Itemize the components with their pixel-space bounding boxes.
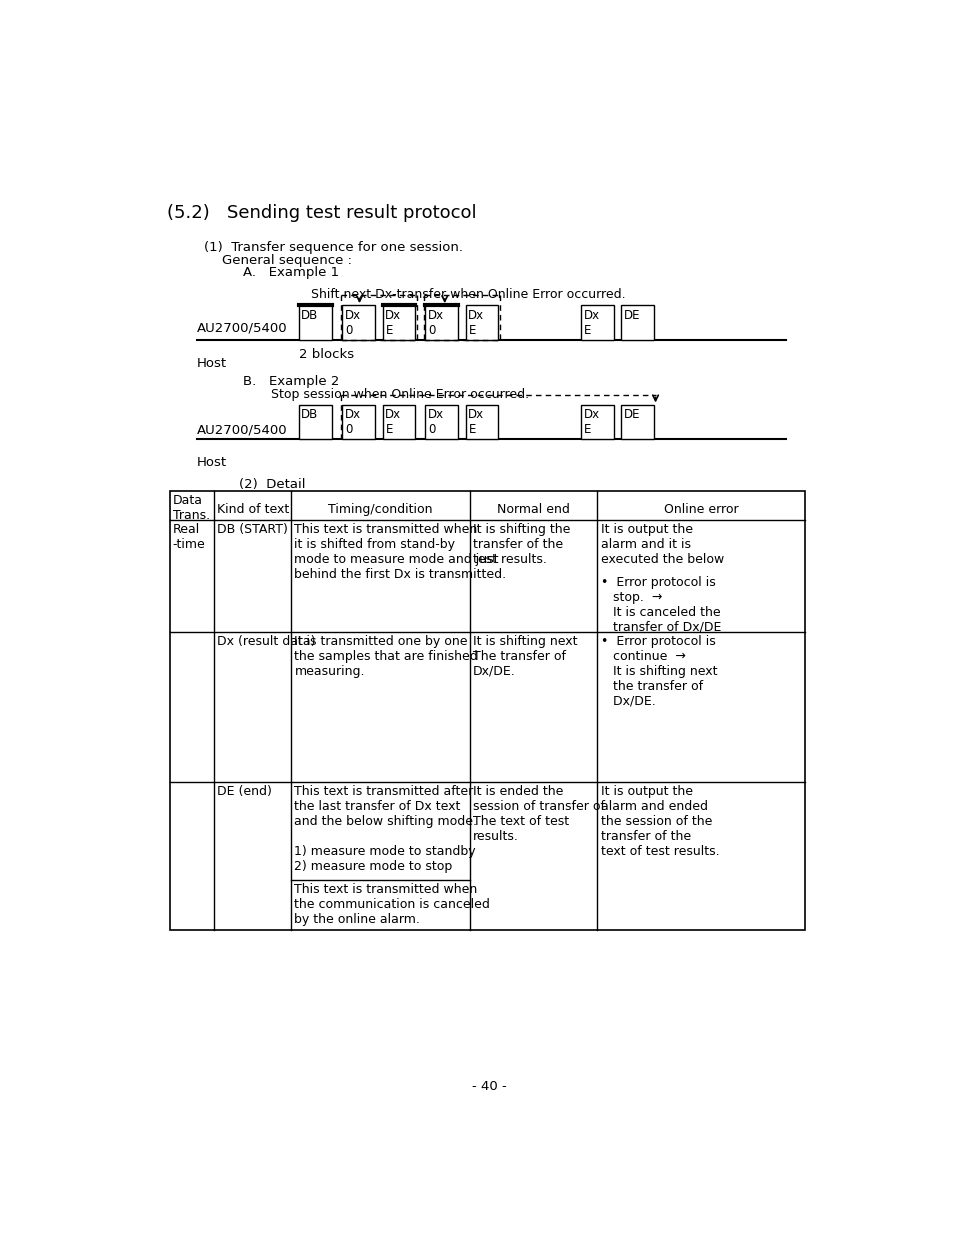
Bar	[298, 405, 332, 440]
Text: Dx: Dx	[385, 409, 401, 421]
Text: DB: DB	[301, 309, 318, 322]
Text: Host: Host	[196, 456, 227, 469]
Bar	[342, 405, 375, 440]
Text: E: E	[468, 324, 476, 337]
Text: E: E	[583, 324, 591, 337]
Text: Dx: Dx	[427, 309, 443, 322]
Text: This text is transmitted when
the communication is canceled
by the online alarm.: This text is transmitted when the commun…	[294, 883, 490, 926]
Text: E: E	[468, 424, 476, 436]
Text: E: E	[583, 424, 591, 436]
Text: (5.2)   Sending test result protocol: (5.2) Sending test result protocol	[167, 204, 476, 221]
Text: Shift next Dx-transfer when Online Error occurred.: Shift next Dx-transfer when Online Error…	[311, 288, 625, 301]
Text: This text is transmitted when
it is shifted from stand-by
mode to measure mode a: This text is transmitted when it is shif…	[294, 524, 506, 582]
Text: Dx: Dx	[583, 409, 599, 421]
Text: 0: 0	[428, 324, 436, 337]
Text: It is ended the
session of transfer of
The text of test
results.: It is ended the session of transfer of T…	[472, 785, 604, 844]
Text: DB: DB	[301, 409, 318, 421]
Text: Online error: Online error	[663, 503, 738, 516]
Text: - 40 -: - 40 -	[471, 1079, 506, 1093]
Text: DB (START): DB (START)	[216, 524, 288, 536]
Text: Timing/condition: Timing/condition	[328, 503, 433, 516]
Text: Normal end: Normal end	[497, 503, 569, 516]
Text: B.   Example 2: B. Example 2	[243, 375, 339, 388]
Text: Dx: Dx	[344, 409, 360, 421]
Text: This text is transmitted after
the last transfer of Dx text
and the below shifti: This text is transmitted after the last …	[294, 785, 476, 873]
Text: •  Error protocol is
   stop.  →
   It is canceled the
   transfer of Dx/DE: • Error protocol is stop. → It is cancel…	[599, 576, 720, 634]
Text: It is shifting the
transfer of the
test results.: It is shifting the transfer of the test …	[472, 524, 570, 566]
Text: General sequence :: General sequence :	[221, 253, 352, 267]
Text: A.   Example 1: A. Example 1	[243, 266, 339, 279]
Text: It is output the
alarm and it is
executed the below: It is output the alarm and it is execute…	[599, 524, 723, 566]
Text: E: E	[385, 424, 393, 436]
Text: It is output the
alarm and ended
the session of the
transfer of the
text of test: It is output the alarm and ended the ses…	[599, 785, 719, 858]
Text: 2 blocks: 2 blocks	[298, 347, 354, 361]
Text: Data
Trans.: Data Trans.	[172, 494, 210, 522]
Text: E: E	[385, 324, 393, 337]
Text: 0: 0	[345, 324, 353, 337]
Bar	[298, 305, 332, 340]
Bar	[425, 405, 457, 440]
Text: AU2700/5400: AU2700/5400	[196, 321, 287, 335]
Bar	[620, 305, 654, 340]
Bar	[382, 405, 415, 440]
Text: Dx: Dx	[583, 309, 599, 322]
Text: Real
-time: Real -time	[172, 524, 205, 551]
Text: AU2700/5400: AU2700/5400	[196, 424, 287, 436]
Bar	[465, 405, 497, 440]
Bar	[465, 305, 497, 340]
Text: It is shifting next
The transfer of
Dx/DE.: It is shifting next The transfer of Dx/D…	[472, 635, 577, 678]
Text: (1)  Transfer sequence for one session.: (1) Transfer sequence for one session.	[204, 241, 463, 253]
Text: It is transmitted one by one
the samples that are finished
measuring.: It is transmitted one by one the samples…	[294, 635, 477, 678]
Text: DE: DE	[623, 309, 639, 322]
Text: Dx: Dx	[427, 409, 443, 421]
Text: Dx: Dx	[468, 409, 483, 421]
Text: 0: 0	[345, 424, 353, 436]
Bar	[170, 490, 804, 930]
Text: Stop session when Online Error occurred.: Stop session when Online Error occurred.	[271, 389, 529, 401]
Text: •  Error protocol is
   continue  →
   It is shifting next
   the transfer of
  : • Error protocol is continue → It is shi…	[599, 635, 717, 708]
Text: DE (end): DE (end)	[216, 785, 272, 798]
Text: Kind of text: Kind of text	[216, 503, 289, 516]
Bar	[580, 305, 613, 340]
Text: Dx: Dx	[468, 309, 483, 322]
Text: DE: DE	[623, 409, 639, 421]
Text: 0: 0	[428, 424, 436, 436]
Bar	[425, 305, 457, 340]
Bar	[620, 405, 654, 440]
Bar	[580, 405, 613, 440]
Text: Host: Host	[196, 357, 227, 369]
Text: Dx (result data): Dx (result data)	[216, 635, 315, 648]
Text: Dx: Dx	[344, 309, 360, 322]
Bar	[382, 305, 415, 340]
Text: (2)  Detail: (2) Detail	[239, 478, 306, 490]
Bar	[342, 305, 375, 340]
Text: Dx: Dx	[385, 309, 401, 322]
